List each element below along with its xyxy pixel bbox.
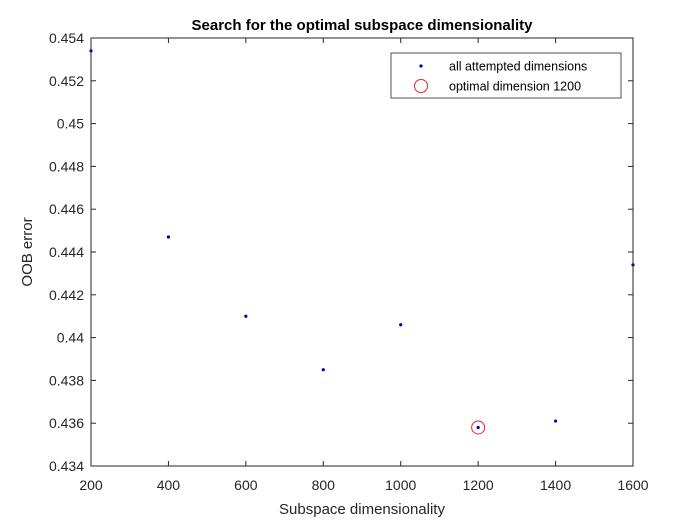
plot-area — [91, 38, 633, 466]
data-point — [244, 314, 248, 318]
x-tick-label: 1000 — [385, 477, 416, 493]
y-axis-ticks: 0.434 0.436 0.438 0.44 0.442 0.444 0.446 0.448 0… — [49, 30, 633, 474]
y-tick-label: 0.45 — [57, 116, 84, 132]
chart-title: Search for the optimal subspace dimensio… — [192, 17, 534, 34]
x-tick-label: 600 — [234, 477, 258, 493]
y-tick-label: 0.446 — [49, 201, 84, 217]
y-tick-label: 0.442 — [49, 287, 84, 303]
x-tick-label: 800 — [312, 477, 336, 493]
data-point — [399, 323, 403, 327]
y-tick-label: 0.444 — [49, 244, 84, 260]
y-tick-label: 0.436 — [49, 415, 84, 431]
y-tick-label: 0.452 — [49, 73, 84, 89]
y-tick-label: 0.44 — [57, 330, 84, 346]
legend-label-attempted: all attempted dimensions — [449, 60, 587, 74]
optimal-point-marker — [471, 420, 486, 435]
data-point — [553, 419, 558, 423]
legend: all attempted dimensions optimal dimensi… — [390, 52, 622, 99]
x-axis-label: Subspace dimensionality — [279, 501, 445, 518]
legend-marker-attempted — [419, 64, 423, 68]
y-tick-label: 0.454 — [49, 30, 84, 46]
y-tick-label: 0.434 — [49, 458, 84, 474]
data-point — [476, 425, 480, 430]
x-axis-ticks: 200 400 600 800 1000 1200 1400 1600 — [79, 38, 649, 493]
legend-box — [390, 52, 622, 99]
legend-label-optimal: optimal dimension 1200 — [449, 80, 581, 94]
y-tick-label: 0.438 — [49, 372, 84, 388]
x-tick-label: 200 — [79, 477, 103, 493]
x-tick-label: 1600 — [617, 477, 648, 493]
y-axis-label: OOB error — [19, 217, 36, 286]
x-tick-label: 1400 — [540, 477, 571, 493]
legend-marker-optimal — [414, 79, 428, 93]
y-tick-label: 0.448 — [49, 158, 84, 174]
x-tick-label: 400 — [157, 477, 181, 493]
data-point — [166, 235, 171, 239]
data-point — [321, 368, 325, 372]
series-layer — [89, 49, 635, 435]
x-tick-label: 1200 — [463, 477, 494, 493]
